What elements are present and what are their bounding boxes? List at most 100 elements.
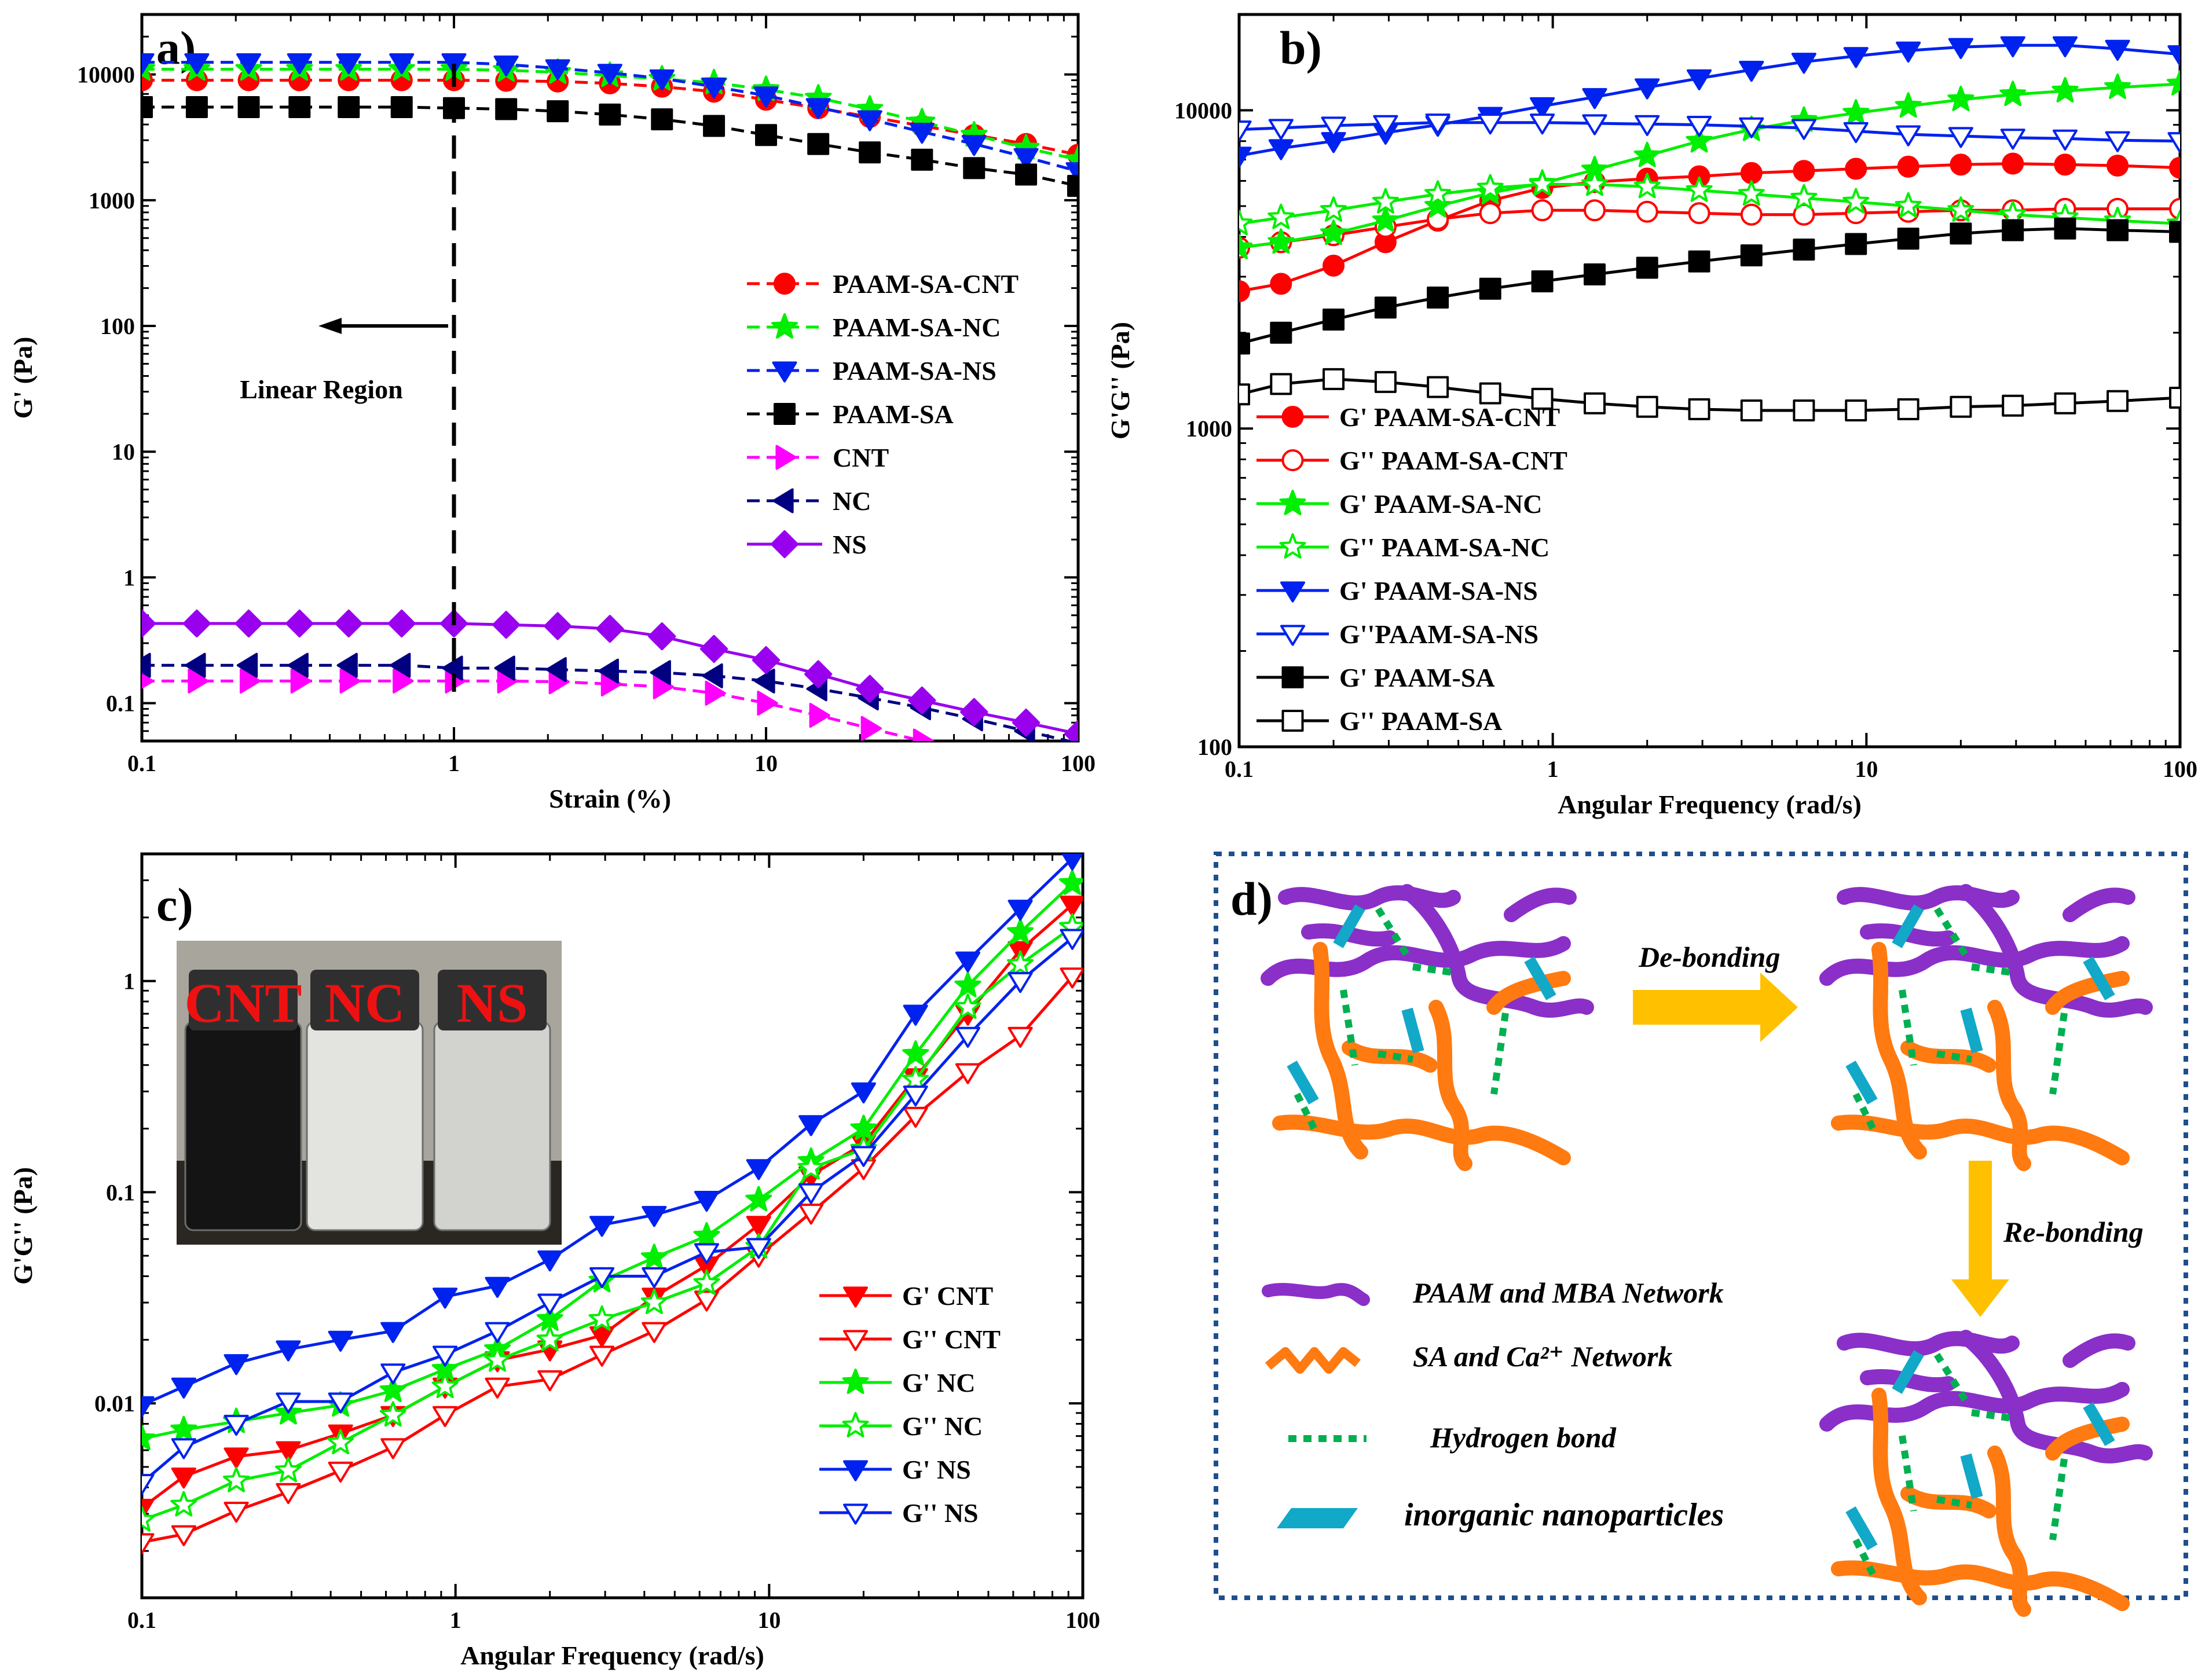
y-tick-label: 10000	[77, 62, 135, 88]
panel-c-frequency-sweep-dispersions: 0.1 1 10 100 0.01 0.1 1 Angular Frequency (rad/…	[8, 852, 1100, 1670]
legend-marker	[842, 1411, 869, 1437]
data-point	[223, 1466, 250, 1492]
data-point	[1950, 222, 1972, 245]
data-point	[484, 1346, 511, 1372]
data-point	[1007, 918, 1034, 944]
data-point	[1270, 273, 1292, 295]
data-point	[2167, 69, 2180, 96]
data-point	[1058, 869, 1083, 895]
x-axis-label: Angular Frequency (rad/s)	[1558, 790, 1862, 819]
data-point	[545, 59, 570, 80]
data-point	[703, 115, 726, 137]
legend-marker	[1279, 489, 1306, 515]
data-point	[545, 657, 567, 683]
data-point	[537, 1250, 563, 1272]
data-point	[1584, 199, 1606, 222]
data-point	[236, 53, 262, 75]
vial-body	[433, 1021, 551, 1231]
legend-label: PAAM-SA-NS	[833, 356, 997, 386]
data-point	[850, 1114, 877, 1140]
series-6	[1239, 217, 2180, 355]
data-point	[1793, 160, 1815, 182]
data-point	[1739, 117, 1764, 139]
x-tick-label: 100	[1065, 1607, 1100, 1633]
data-point	[2167, 45, 2180, 67]
data-point	[536, 1326, 563, 1352]
data-point	[536, 1305, 563, 1331]
data-point	[2169, 386, 2180, 409]
network-debonded	[1827, 892, 2145, 1164]
legend-marker	[1281, 710, 1304, 732]
data-point	[1999, 80, 2027, 107]
data-point	[1582, 88, 1607, 109]
data-point	[274, 1457, 302, 1483]
x-tick-label: 0.1	[127, 1607, 156, 1633]
data-point	[597, 64, 622, 85]
legend-entry: G'' PAAM-SA	[1256, 706, 1503, 736]
debonding-arrow	[1633, 973, 1798, 1042]
data-point	[1845, 233, 1867, 255]
panel-title: c)	[156, 878, 193, 931]
legend-label: G' PAAM-SA	[1339, 663, 1495, 692]
data-point	[908, 686, 936, 715]
data-point	[2104, 73, 2131, 99]
data-point	[911, 148, 933, 171]
data-point	[237, 96, 260, 119]
data-point	[960, 698, 988, 727]
data-point	[693, 1269, 720, 1295]
data-point	[1372, 188, 1399, 214]
data-point	[288, 96, 311, 119]
data-point	[1008, 1026, 1033, 1048]
legend-label: G''PAAM-SA-NS	[1339, 619, 1538, 649]
data-point	[390, 96, 413, 119]
data-point	[380, 1438, 406, 1459]
data-point	[1323, 254, 1345, 277]
y-tick-label: 1000	[89, 188, 135, 214]
data-point	[598, 658, 619, 684]
data-point	[1740, 203, 1763, 226]
linear-region-arrow-head	[318, 318, 342, 335]
data-point	[1688, 398, 1710, 420]
data-point	[1897, 228, 1919, 250]
data-point	[642, 1267, 667, 1289]
data-point	[1947, 86, 1974, 111]
legend-sa-swatch	[1265, 1347, 1361, 1374]
y-axis-label: G'G'' (Pa)	[8, 1167, 38, 1285]
data-point	[1897, 155, 1919, 178]
network-rebonded	[1827, 1337, 2145, 1609]
data-point	[1531, 270, 1554, 293]
data-point	[1373, 115, 1398, 137]
y-tick-label: 0.1	[106, 1179, 135, 1205]
legend-marker	[842, 1503, 869, 1525]
legend-label: PAAM-SA	[833, 399, 954, 429]
x-tick-label: 100	[1061, 750, 1096, 776]
data-point	[1895, 92, 1922, 118]
data-point	[1270, 321, 1292, 344]
legend-entry: G''PAAM-SA-NS	[1256, 619, 1538, 649]
data-point	[1320, 196, 1347, 222]
schematic-frame	[1214, 852, 2188, 1600]
data-point	[336, 53, 361, 75]
series-7	[1239, 368, 2180, 421]
data-point	[328, 1461, 353, 1483]
data-point	[1584, 263, 1606, 286]
data-point	[142, 53, 155, 75]
data-point	[1793, 239, 1815, 261]
legend-label: PAAM-SA-CNT	[833, 269, 1019, 299]
data-point	[2002, 219, 2024, 241]
legend-entry: CNT	[747, 443, 889, 472]
data-point	[276, 1441, 301, 1462]
data-point	[142, 55, 155, 81]
data-point	[2052, 77, 2079, 102]
data-point	[1950, 395, 1972, 418]
data-point	[588, 1305, 616, 1331]
y-tick-label: 100	[100, 313, 135, 339]
data-point	[1636, 200, 1658, 223]
x-tick-label: 10	[757, 1607, 781, 1633]
legend-label: NS	[833, 530, 867, 559]
data-point	[1635, 115, 1660, 137]
data-point	[547, 100, 569, 123]
legend-marker	[842, 1460, 869, 1481]
data-point	[694, 1243, 719, 1264]
data-point	[851, 1082, 876, 1104]
